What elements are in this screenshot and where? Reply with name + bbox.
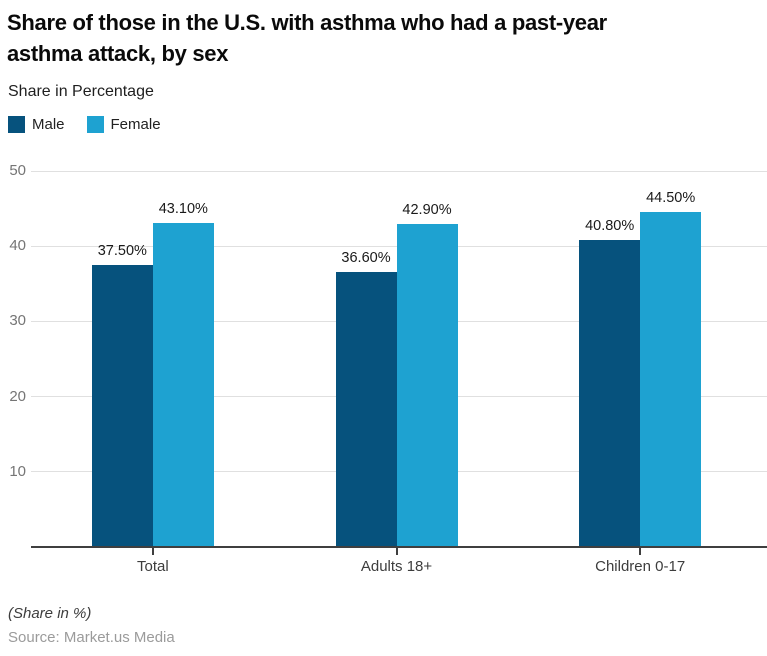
- value-label-female-total: 43.10%: [158, 200, 208, 217]
- x-axis-tick-children-0-17: [639, 548, 642, 555]
- bar-male-adults-18: [335, 271, 397, 547]
- y-axis-tick-10: 10: [9, 462, 26, 480]
- value-label-male-total: 37.50%: [97, 243, 147, 259]
- legend-label-male: Male: [32, 116, 65, 133]
- category-label-children-0-17: Children 0-17: [595, 558, 686, 575]
- x-axis-tick-total: [151, 548, 154, 555]
- value-label-male-children-0-17: 40.80%: [585, 218, 635, 235]
- bar-female-total: [152, 222, 214, 547]
- x-axis-tick-adults-18: [395, 548, 398, 555]
- category-label-total: Total: [136, 558, 169, 575]
- legend-swatch-female: [86, 116, 104, 133]
- legend-item-male: Male: [8, 116, 65, 133]
- source-credit: Source: Market.us Media: [8, 629, 175, 646]
- category-label-adults-18: Adults 18+: [360, 558, 433, 575]
- chart-title: Share of those in the U.S. with asthma w…: [7, 7, 607, 69]
- unit-note: (Share in %): [8, 605, 92, 622]
- bar-female-adults-18: [396, 224, 458, 547]
- y-axis-tick-20: 20: [9, 387, 26, 405]
- gridline-50: [31, 170, 767, 172]
- x-axis-line: [31, 546, 767, 548]
- legend-item-female: Female: [86, 116, 161, 133]
- y-axis-tick-50: 50: [9, 162, 26, 179]
- legend-swatch-male: [8, 116, 25, 133]
- y-axis-tick-40: 40: [9, 237, 26, 255]
- legend-label-female: Female: [110, 116, 161, 133]
- value-label-female-adults-18: 42.90%: [402, 202, 452, 219]
- bar-female-children-0-17: [640, 212, 702, 547]
- bar-male-total: [91, 265, 153, 547]
- value-label-female-children-0-17: 44.50%: [646, 190, 696, 207]
- chart-title-line-2: asthma attack, by sex: [7, 41, 229, 66]
- value-label-male-adults-18: 36.60%: [341, 249, 391, 266]
- chart-subtitle: Share in Percentage: [8, 83, 154, 100]
- legend: Male Female: [8, 116, 161, 133]
- bar-male-children-0-17: [579, 240, 641, 547]
- chart-title-line-1: Share of those in the U.S. with asthma w…: [7, 10, 607, 35]
- y-axis-tick-30: 30: [9, 312, 26, 330]
